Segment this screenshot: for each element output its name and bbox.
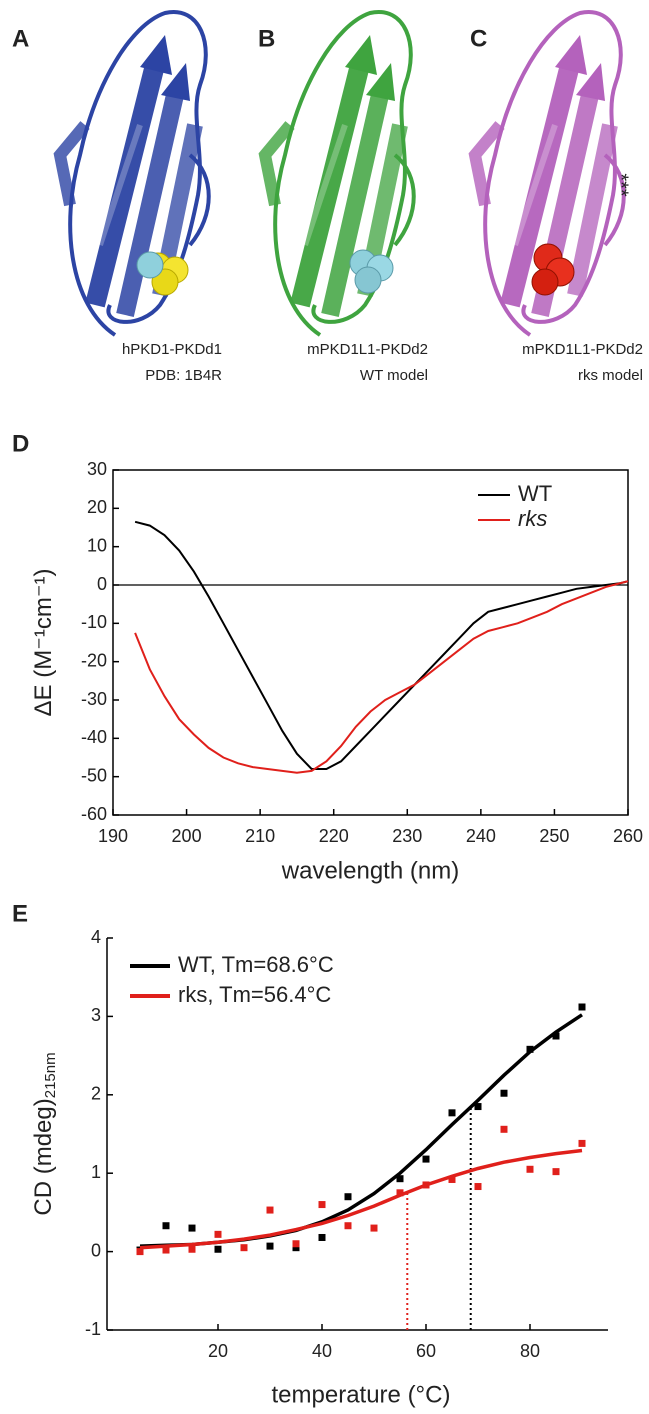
x-tick-label: 230 (392, 826, 422, 846)
caption: mPKD1L1-PKDd2 (522, 341, 643, 358)
x-tick-label: 260 (613, 826, 643, 846)
y-tick-label: 4 (91, 927, 101, 947)
data-point (422, 1155, 430, 1163)
legend-label: WT, Tm=68.6°C (178, 952, 334, 977)
data-point (396, 1175, 404, 1183)
panel-label: B (258, 25, 275, 52)
caption: mPKD1L1-PKDd2 (307, 341, 428, 358)
y-axis-label: CD (mdeg)215nm (30, 1052, 59, 1215)
y-tick-label: -10 (81, 612, 107, 632)
x-tick-label: 60 (416, 1341, 436, 1361)
y-tick-label: 1 (91, 1162, 101, 1182)
y-tick-label: -60 (81, 804, 107, 824)
y-tick-label: -20 (81, 650, 107, 670)
caption: hPKD1-PKDd1 (122, 341, 222, 358)
x-tick-label: 200 (172, 826, 202, 846)
y-tick-label: 30 (87, 459, 107, 479)
data-point (500, 1125, 508, 1133)
data-point (552, 1032, 560, 1040)
x-tick-label: 210 (245, 826, 275, 846)
y-tick-label: 10 (87, 535, 107, 555)
data-point (188, 1245, 196, 1253)
data-point (370, 1224, 378, 1232)
y-tick-label: -30 (81, 689, 107, 709)
structure-c (475, 12, 624, 335)
y-axis-label-main: CD (mdeg) (30, 1098, 57, 1215)
caption: rks model (578, 367, 643, 384)
data-point (240, 1244, 248, 1252)
data-point (214, 1245, 222, 1253)
data-point (162, 1246, 170, 1254)
plot-frame (112, 469, 629, 816)
data-point (214, 1230, 222, 1238)
x-tick-label: 190 (98, 826, 128, 846)
data-point (526, 1045, 534, 1053)
y-tick-label: 2 (91, 1084, 101, 1104)
y-tick-label: 20 (87, 497, 107, 517)
legend-label: rks (518, 506, 547, 531)
data-point (266, 1242, 274, 1250)
legend-label: WT (518, 481, 552, 506)
panel-label: D (12, 430, 29, 457)
x-tick-label: 220 (319, 826, 349, 846)
x-tick-label: 40 (312, 1341, 332, 1361)
data-point (292, 1240, 300, 1248)
y-tick-label: 0 (91, 1240, 101, 1260)
x-tick-label: 240 (466, 826, 496, 846)
data-point (292, 1244, 300, 1252)
annotation: *** (610, 173, 632, 197)
structure-a (60, 12, 209, 335)
data-point (162, 1222, 170, 1230)
caption: WT model (360, 367, 428, 384)
y-tick-label: 0 (97, 574, 107, 594)
panel-label: A (12, 25, 29, 52)
data-point (188, 1224, 196, 1232)
data-point (396, 1189, 404, 1197)
y-axis-label-sub: 215nm (42, 1052, 59, 1098)
panel-label: E (12, 900, 28, 927)
structure-b (136, 12, 414, 335)
y-axis-label: ΔE (M⁻¹cm⁻¹) (30, 569, 57, 717)
x-tick-label: 20 (208, 1341, 228, 1361)
data-point (526, 1165, 534, 1173)
legend-label: rks, Tm=56.4°C (178, 982, 331, 1007)
data-point (500, 1089, 508, 1097)
data-point (136, 1248, 144, 1256)
data-point (448, 1109, 456, 1117)
caption: PDB: 1B4R (145, 367, 222, 384)
data-point (552, 1168, 560, 1176)
series-line (134, 520, 629, 770)
data-point (318, 1233, 326, 1241)
data-point (474, 1183, 482, 1191)
series-line (134, 580, 629, 774)
y-tick-label: -40 (81, 727, 107, 747)
x-axis-label: temperature (°C) (272, 1381, 451, 1408)
data-point (578, 1139, 586, 1147)
y-tick-label: 3 (91, 1005, 101, 1025)
y-tick-label: -1 (85, 1319, 101, 1339)
x-tick-label: 250 (539, 826, 569, 846)
x-tick-label: 80 (520, 1341, 540, 1361)
data-point (474, 1103, 482, 1111)
data-point (344, 1193, 352, 1201)
y-tick-label: -50 (81, 765, 107, 785)
data-point (344, 1222, 352, 1230)
data-point (266, 1206, 274, 1214)
x-axis-label: wavelength (nm) (281, 857, 459, 884)
fit-line (139, 1148, 583, 1250)
y-axis-label-main: ΔE (M⁻¹cm⁻¹) (30, 569, 57, 717)
data-point (448, 1175, 456, 1183)
data-point (318, 1201, 326, 1209)
panel-label: C (470, 25, 487, 52)
data-point (578, 1003, 586, 1011)
